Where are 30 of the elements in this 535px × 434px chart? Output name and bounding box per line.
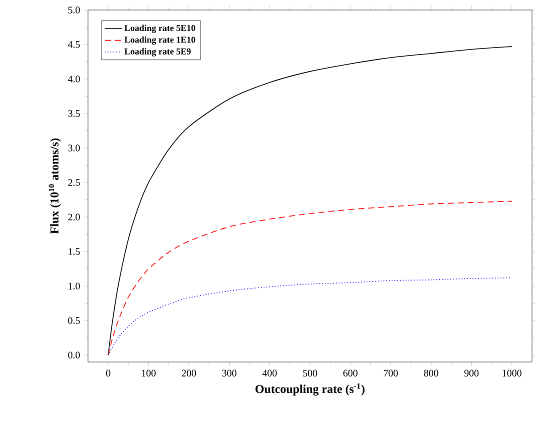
x-axis-title: Outcoupling rate (s$^{-1}$)	[256, 383, 365, 396]
x-tick-label: 900	[464, 370, 479, 376]
y-tick-label: 2.0	[68, 214, 80, 220]
legend-label: Loading rate 5E9	[124, 48, 191, 56]
y-axis-title: Flux (10$^{10}$ atoms/s)	[48, 138, 61, 234]
y-tick-label: 3.0	[68, 144, 80, 152]
x-tick-label: 100	[142, 370, 156, 376]
y-tick-label: 2.5	[68, 179, 80, 186]
x-tick-label: 600	[343, 370, 358, 376]
legend-label: Loading rate 5E10	[124, 24, 196, 33]
x-tick-label: 1000	[502, 370, 522, 376]
y-tick-label: 1.5	[68, 248, 80, 255]
y-tick-label: 0.0	[68, 352, 80, 358]
y-tick-label: 5.0	[68, 6, 80, 14]
line-series	[108, 200, 512, 356]
x-tick-label: 400	[262, 370, 277, 376]
x-tick-label: 200	[182, 370, 196, 376]
y-tick-label: 4.5	[68, 41, 80, 48]
x-tick-label: 0	[106, 370, 110, 376]
y-tick-label: 4.0	[68, 76, 80, 82]
x-tick-label: 300	[222, 370, 236, 376]
line-series	[108, 277, 512, 356]
y-tick-label: 0.5	[68, 317, 80, 324]
x-tick-label: 500	[303, 370, 318, 376]
y-tick-label: 1.0	[68, 282, 80, 290]
x-tick-label: 800	[424, 370, 438, 376]
legend-label: Loading rate 1E10	[124, 36, 196, 45]
line-series	[108, 46, 512, 356]
x-tick-label: 700	[384, 370, 398, 376]
y-tick-label: 3.5	[68, 110, 80, 117]
